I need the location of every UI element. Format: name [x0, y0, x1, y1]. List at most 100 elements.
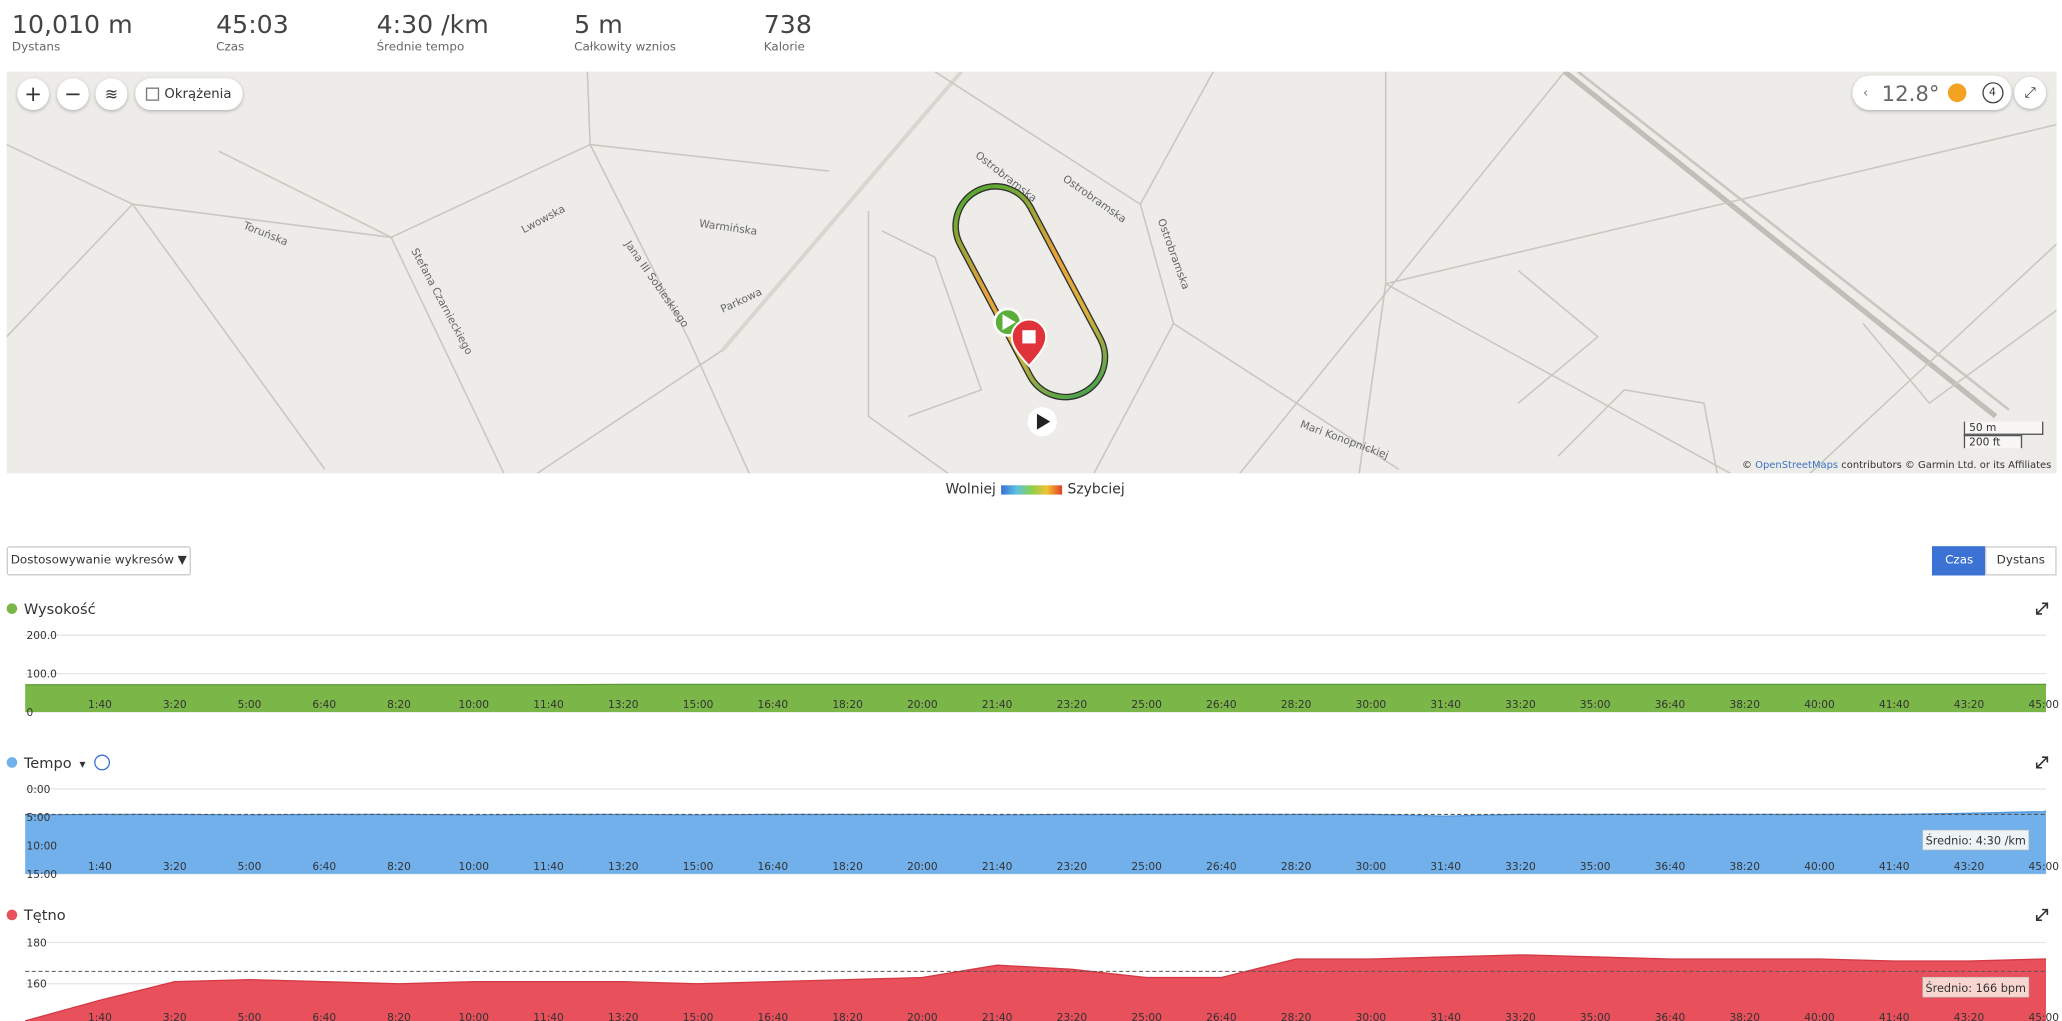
osm-link[interactable]: OpenStreetMaps	[1755, 458, 1839, 471]
map[interactable]: Toruńska Lwowska Warmińska Ostrobramska …	[6, 71, 2057, 474]
customize-dropdown[interactable]: Dostosowywanie wykresów ▼	[6, 546, 191, 576]
x-tick-label: 31:40	[1430, 699, 1461, 711]
x-tick-label: 11:40	[533, 1012, 564, 1021]
y-tick-label: 10:00	[27, 841, 58, 853]
average-label: Średnio: 166 bpm	[1925, 982, 2026, 995]
x-tick-label: 3:20	[163, 1012, 187, 1021]
axis-distance[interactable]: Dystans	[1985, 546, 2057, 576]
y-tick-label: 0	[27, 707, 34, 719]
x-tick-label: 40:00	[1804, 861, 1835, 873]
chart-title: Wysokość	[24, 601, 96, 618]
legend-slow: Wolniej	[945, 481, 996, 498]
x-tick-label: 21:40	[982, 699, 1013, 711]
stat-label: Czas	[216, 41, 245, 55]
x-tick-label: 30:00	[1356, 861, 1387, 873]
x-tick-label: 35:00	[1580, 861, 1611, 873]
x-tick-label: 36:40	[1655, 699, 1686, 711]
stat-value: 45:03	[216, 10, 289, 40]
y-tick-label: 0:00	[27, 784, 51, 796]
metric-dropdown[interactable]: ▾	[80, 757, 86, 771]
stat-value: 4:30 /km	[376, 10, 489, 40]
x-tick-label: 20:00	[907, 1012, 938, 1021]
x-tick-label: 25:00	[1131, 1012, 1162, 1021]
x-tick-label: 31:40	[1430, 861, 1461, 873]
chart-title: Tempo	[23, 755, 72, 772]
stat-value: 10,010 m	[11, 10, 133, 40]
fullscreen[interactable]: ⤢	[2014, 76, 2047, 109]
x-tick-label: 28:20	[1281, 1012, 1312, 1021]
x-tick-label: 15:00	[683, 861, 714, 873]
stat-label: Całkowity wznios	[574, 41, 677, 55]
x-tick-label: 8:20	[387, 699, 411, 711]
series-dot	[6, 909, 18, 921]
play-button[interactable]	[1027, 407, 1057, 437]
track	[952, 183, 1109, 401]
zoom-out[interactable]: −	[57, 78, 89, 111]
expand-icon[interactable]	[2035, 756, 2049, 769]
x-tick-label: 43:20	[1954, 861, 1985, 873]
x-tick-label: 10:00	[459, 1012, 490, 1021]
expand-icon[interactable]	[2035, 908, 2049, 922]
axis-time[interactable]: Czas	[1931, 546, 1987, 576]
finish-marker	[1010, 318, 1048, 368]
x-tick-label: 33:20	[1505, 699, 1536, 711]
x-tick-label: 1:40	[88, 699, 112, 711]
y-tick-label: 200.0	[27, 630, 58, 642]
help-icon[interactable]	[94, 754, 111, 771]
x-tick-label: 45:00	[2029, 699, 2060, 711]
x-tick-label: 33:20	[1505, 861, 1536, 873]
x-tick-label: 45:00	[2029, 861, 2060, 873]
attribution-prefix: ©	[1742, 458, 1752, 471]
average-box	[1922, 976, 2030, 998]
x-tick-label: 6:40	[312, 861, 336, 873]
y-tick-label: 100.0	[27, 669, 58, 681]
x-tick-label: 41:40	[1879, 861, 1910, 873]
x-tick-label: 23:20	[1057, 1012, 1088, 1021]
stat: 10,010 m Dystans	[12, 11, 133, 56]
zoom-in[interactable]: +	[17, 78, 50, 111]
legend-fast: Szybciej	[1067, 481, 1125, 498]
x-tick-label: 38:20	[1729, 699, 1760, 711]
x-tick-label: 26:40	[1206, 699, 1237, 711]
scale-imperial: 200 ft	[1963, 434, 2023, 449]
stat-label: Średnie tempo	[376, 41, 465, 55]
layers[interactable]: ≋	[95, 78, 128, 111]
expand-icon[interactable]	[2035, 602, 2049, 615]
chart-title: Tętno	[23, 907, 66, 924]
x-tick-label: 10:00	[459, 861, 490, 873]
x-tick-label: 20:00	[907, 861, 938, 873]
x-tick-label: 15:00	[683, 699, 714, 711]
stat: 45:03 Czas	[216, 11, 289, 56]
x-tick-label: 23:20	[1057, 861, 1088, 873]
series-dot	[6, 757, 18, 768]
series-dot	[6, 603, 18, 614]
y-tick-label: 180	[27, 937, 47, 949]
x-tick-label: 16:40	[758, 861, 789, 873]
x-tick-label: 26:40	[1206, 861, 1237, 873]
x-tick-label: 16:40	[758, 699, 789, 711]
x-tick-label: 33:20	[1505, 1012, 1536, 1021]
x-tick-label: 13:20	[608, 861, 639, 873]
map-streets: Toruńska Lwowska Warmińska Ostrobramska …	[6, 71, 2057, 474]
x-tick-label: 18:20	[832, 699, 863, 711]
x-tick-label: 43:20	[1954, 1012, 1985, 1021]
collapse-icon[interactable]: ‹	[1863, 85, 1869, 101]
stat: 4:30 /km Średnie tempo	[377, 11, 489, 56]
x-tick-label: 5:00	[238, 861, 262, 873]
checkbox[interactable]	[145, 87, 160, 101]
y-tick-label: 160	[27, 979, 47, 991]
laps-toggle[interactable]: Okrążenia	[135, 78, 243, 111]
x-tick-label: 8:20	[387, 861, 411, 873]
attribution: © OpenStreetMaps contributors © Garmin L…	[1742, 459, 2051, 471]
x-tick-label: 40:00	[1804, 1012, 1835, 1021]
sun-icon	[1947, 83, 1966, 103]
x-tick-label: 11:40	[533, 861, 564, 873]
x-tick-label: 40:00	[1804, 699, 1835, 711]
x-tick-label: 3:20	[163, 699, 187, 711]
x-tick-label: 3:20	[163, 861, 187, 873]
x-tick-label: 6:40	[312, 699, 336, 711]
x-tick-label: 41:40	[1879, 1012, 1910, 1021]
x-tick-label: 20:00	[907, 699, 938, 711]
x-tick-label: 28:20	[1281, 699, 1312, 711]
